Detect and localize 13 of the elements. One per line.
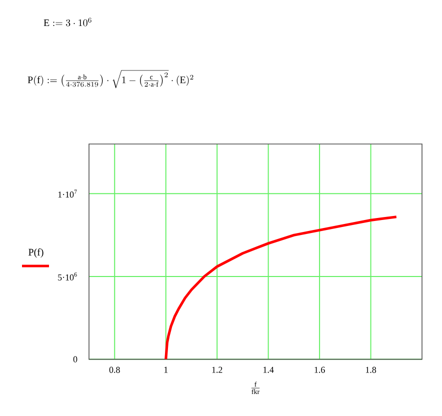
text: $\mathrm{E} :=3\cdot 10^{6}$ [44,18,92,26]
x-axis-title: $\frac{\mathrm{f}}{\mathrm{fkr}}$ [251,382,260,394]
x-tick-label: 1.6 [314,366,325,373]
x-tick-label: 1.4 [263,366,274,373]
y-tick-label: 1·10$^{7}$ [58,190,77,198]
x-tick-label: 1.8 [366,366,376,373]
x-tick-label: 0.8 [109,366,120,373]
y-tick-label: 0 [73,356,78,362]
x-tick-label: 1 [164,366,168,373]
y-tick-label: 5·10$^{6}$ [58,272,77,280]
text: P(f) [28,248,44,258]
text: $\mathrm{P(f)} :=\left(\frac{\mathrm{a}\cdot \mathrm{b}}{4\cdot 376.819}\right)\cdot\sqrt{1-\left(\frac{\mathrm{c}}{2\cdot \mathrm{a}\cdot \mathrm{f}}\right)^{2}}\cdot(\mathrm{E})^{2}$ [28,70,194,88]
x-tick-label: 1.2 [212,366,222,373]
